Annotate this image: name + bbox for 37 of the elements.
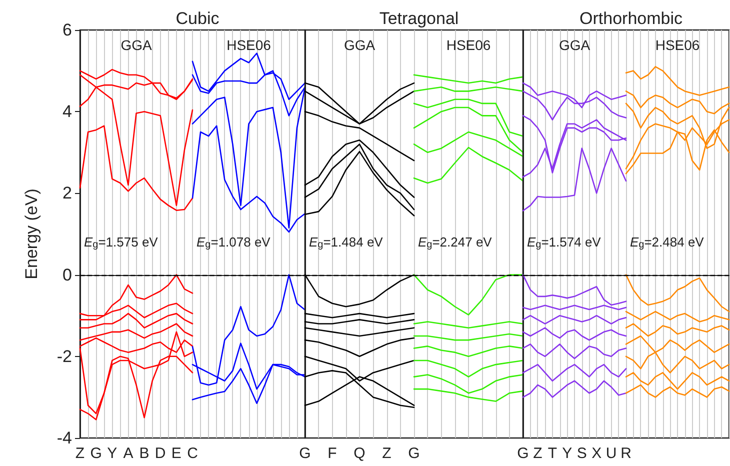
x-tick-label: X <box>592 445 602 462</box>
chart-title: Cubic <box>176 9 220 28</box>
x-tick-label: G <box>299 445 311 462</box>
x-tick-label: Z <box>533 445 542 462</box>
annotation: HSE06 <box>226 37 272 53</box>
annotation: GGA <box>344 37 376 53</box>
annotation: HSE06 <box>655 37 700 53</box>
x-tick-label: R <box>620 445 632 462</box>
x-tick-label: T <box>548 445 558 462</box>
x-tick-label: Q <box>354 445 366 462</box>
x-tick-label: G <box>408 445 420 462</box>
annotation: HSE06 <box>446 37 491 53</box>
annotation: GGA <box>558 37 591 53</box>
x-tick-label: U <box>606 445 617 462</box>
chart-title: Orthorhombic <box>580 9 683 28</box>
y-tick-label: -2 <box>56 346 72 366</box>
chart-title: Tetragonal <box>379 9 459 28</box>
x-tick-label: D <box>154 445 166 462</box>
x-tick-label: F <box>328 445 337 462</box>
x-tick-label: Z <box>382 445 392 462</box>
x-tick-label: A <box>123 445 134 462</box>
y-axis-title: Energy (eV) <box>22 188 41 280</box>
y-tick-label: 2 <box>62 184 72 203</box>
x-tick-label: B <box>139 445 150 462</box>
x-tick-label: Y <box>107 445 118 462</box>
y-tick-label: 6 <box>62 20 72 40</box>
x-tick-label: C <box>187 445 198 462</box>
x-tick-label: S <box>576 445 587 462</box>
x-tick-label: Y <box>562 445 572 462</box>
annotation: GGA <box>120 37 152 53</box>
x-tick-label: E <box>171 445 182 462</box>
y-tick-label: -4 <box>56 428 72 448</box>
y-tick-label: 0 <box>62 265 72 284</box>
x-tick-label: Z <box>75 445 85 462</box>
y-tick-label: 4 <box>62 102 72 122</box>
x-tick-label: G <box>517 445 529 462</box>
x-tick-label: G <box>90 445 102 462</box>
